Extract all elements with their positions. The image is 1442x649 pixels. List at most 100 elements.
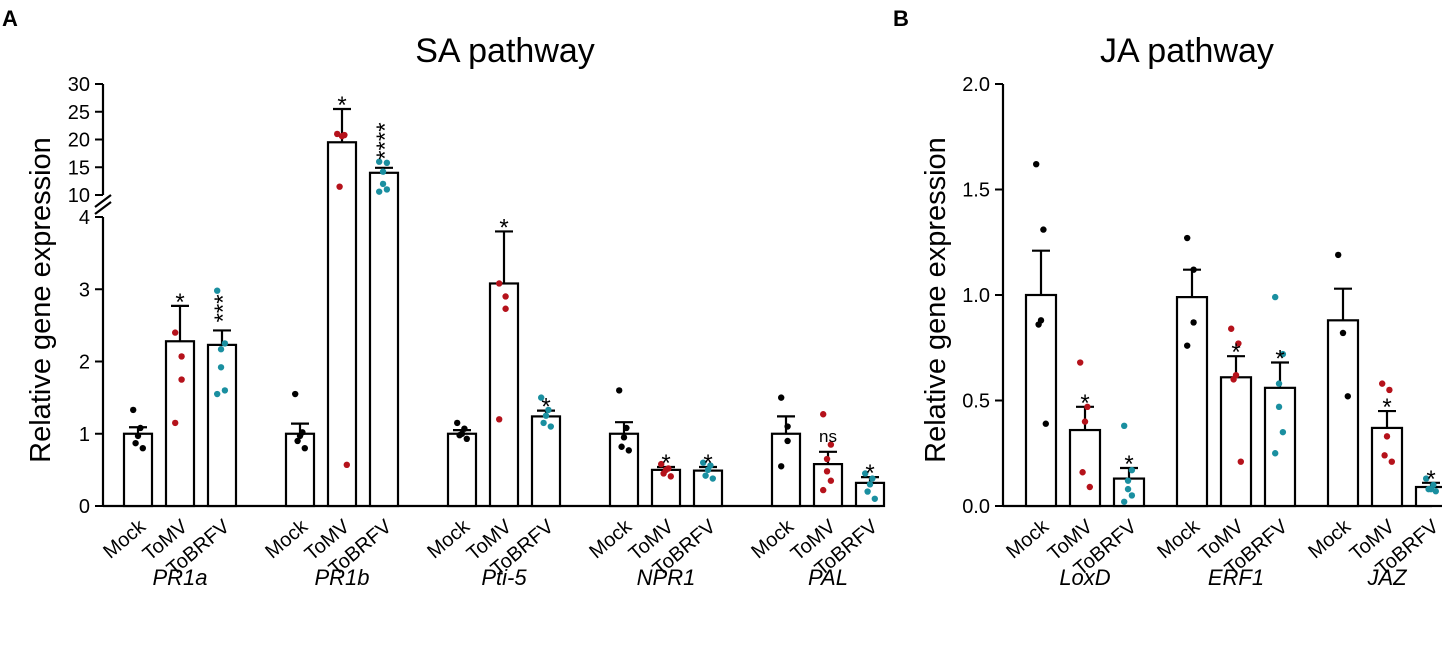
- data-point: [496, 416, 503, 423]
- data-point: [1432, 488, 1440, 495]
- data-point: [454, 419, 461, 427]
- data-point: [134, 432, 142, 440]
- data-point: [1124, 477, 1132, 484]
- gene-label: JAZ: [1366, 565, 1408, 590]
- data-point: [1121, 498, 1128, 505]
- data-point: [292, 390, 299, 398]
- data-point: [864, 488, 871, 495]
- panel-b-ylabel: Relative gene expression: [920, 137, 952, 463]
- data-point: [137, 424, 144, 432]
- data-point: [616, 387, 623, 394]
- x-tick-label: Mock: [1153, 515, 1205, 563]
- data-point: [620, 434, 628, 441]
- data-point: [545, 406, 552, 414]
- y-tick-label: 15: [68, 157, 90, 179]
- data-point: [1423, 475, 1430, 482]
- data-point: [709, 475, 716, 482]
- data-point: [1042, 420, 1050, 427]
- data-point: [820, 486, 827, 494]
- x-tick-label: Mock: [747, 515, 799, 563]
- panel-b-title: JA pathway: [1100, 32, 1274, 70]
- bar: [488, 282, 520, 508]
- x-tick-label: Mock: [423, 515, 475, 563]
- x-tick-label: Mock: [261, 515, 313, 563]
- data-point: [334, 130, 341, 138]
- data-point: [1386, 386, 1393, 394]
- data-point: [502, 305, 509, 312]
- data-point: [623, 424, 630, 432]
- data-point: [1235, 340, 1242, 347]
- data-point: [456, 431, 463, 439]
- data-point: [376, 188, 383, 195]
- y-tick-label: 0.0: [962, 496, 990, 518]
- y-tick-label: 1.0: [962, 285, 990, 307]
- gene-label: ERF1: [1208, 565, 1264, 590]
- data-point: [540, 419, 547, 427]
- data-point: [217, 346, 225, 353]
- gene-label: Pti-5: [481, 565, 527, 590]
- data-point: [1275, 380, 1283, 387]
- significance-label: *: [1124, 451, 1133, 478]
- significance-label: *: [1080, 390, 1089, 417]
- x-tick-label: Mock: [1304, 515, 1356, 563]
- data-point: [301, 445, 308, 452]
- data-point: [379, 180, 387, 188]
- bar: [284, 432, 316, 508]
- data-point: [784, 437, 791, 445]
- y-tick-label: 1.5: [962, 180, 990, 202]
- data-point: [542, 412, 550, 419]
- data-point: [1237, 458, 1245, 465]
- data-point: [1084, 403, 1091, 411]
- y-tick-label: 30: [68, 74, 90, 96]
- y-tick-label: 0: [79, 496, 90, 518]
- data-point: [1383, 433, 1391, 440]
- data-point: [1279, 428, 1287, 436]
- data-point: [784, 423, 791, 430]
- data-point: [178, 353, 185, 360]
- data-point: [823, 468, 831, 475]
- panel-a-ylabel: Relative gene expression: [25, 137, 57, 463]
- significance-label: *: [541, 394, 550, 421]
- y-tick-label: 3: [79, 279, 90, 301]
- data-point: [869, 475, 876, 482]
- significance-label: *: [1275, 346, 1284, 373]
- gene-label: LoxD: [1059, 565, 1110, 590]
- data-point: [376, 158, 383, 165]
- data-point: [1079, 469, 1086, 476]
- significance-label: ***: [210, 294, 237, 322]
- data-point: [294, 437, 301, 445]
- x-tick-label: Mock: [1002, 515, 1054, 563]
- data-point: [660, 470, 667, 477]
- gene-label: PR1b: [314, 565, 369, 590]
- data-point: [823, 455, 831, 463]
- y-tick-label: 1: [79, 424, 90, 446]
- data-point: [1344, 393, 1352, 400]
- bar: [446, 432, 478, 508]
- bar: [206, 343, 238, 508]
- data-point: [538, 394, 545, 401]
- significance-label: *: [337, 92, 346, 119]
- data-point: [343, 461, 350, 469]
- data-point: [214, 287, 221, 294]
- data-point: [338, 132, 346, 140]
- data-point: [1040, 226, 1047, 233]
- data-point: [547, 423, 554, 430]
- data-point: [1077, 359, 1084, 366]
- data-point: [700, 459, 707, 466]
- significance-label: *: [1426, 466, 1435, 493]
- bar: [608, 432, 640, 508]
- data-point: [778, 463, 785, 470]
- y-tick-label: 20: [68, 130, 90, 152]
- bar: [122, 432, 154, 508]
- data-point: [1379, 380, 1386, 387]
- data-point: [178, 376, 185, 383]
- data-point: [296, 432, 304, 440]
- data-point: [132, 439, 139, 447]
- significance-label: *: [865, 460, 874, 487]
- data-point: [658, 460, 665, 468]
- axis-break-mark: [94, 201, 112, 215]
- panel-b-plot: 0.00.51.01.52.0Mock*ToMV*ToBRFVLoxDMock*…: [962, 74, 1442, 590]
- y-tick-label: 2.0: [962, 74, 990, 96]
- data-point: [336, 183, 343, 190]
